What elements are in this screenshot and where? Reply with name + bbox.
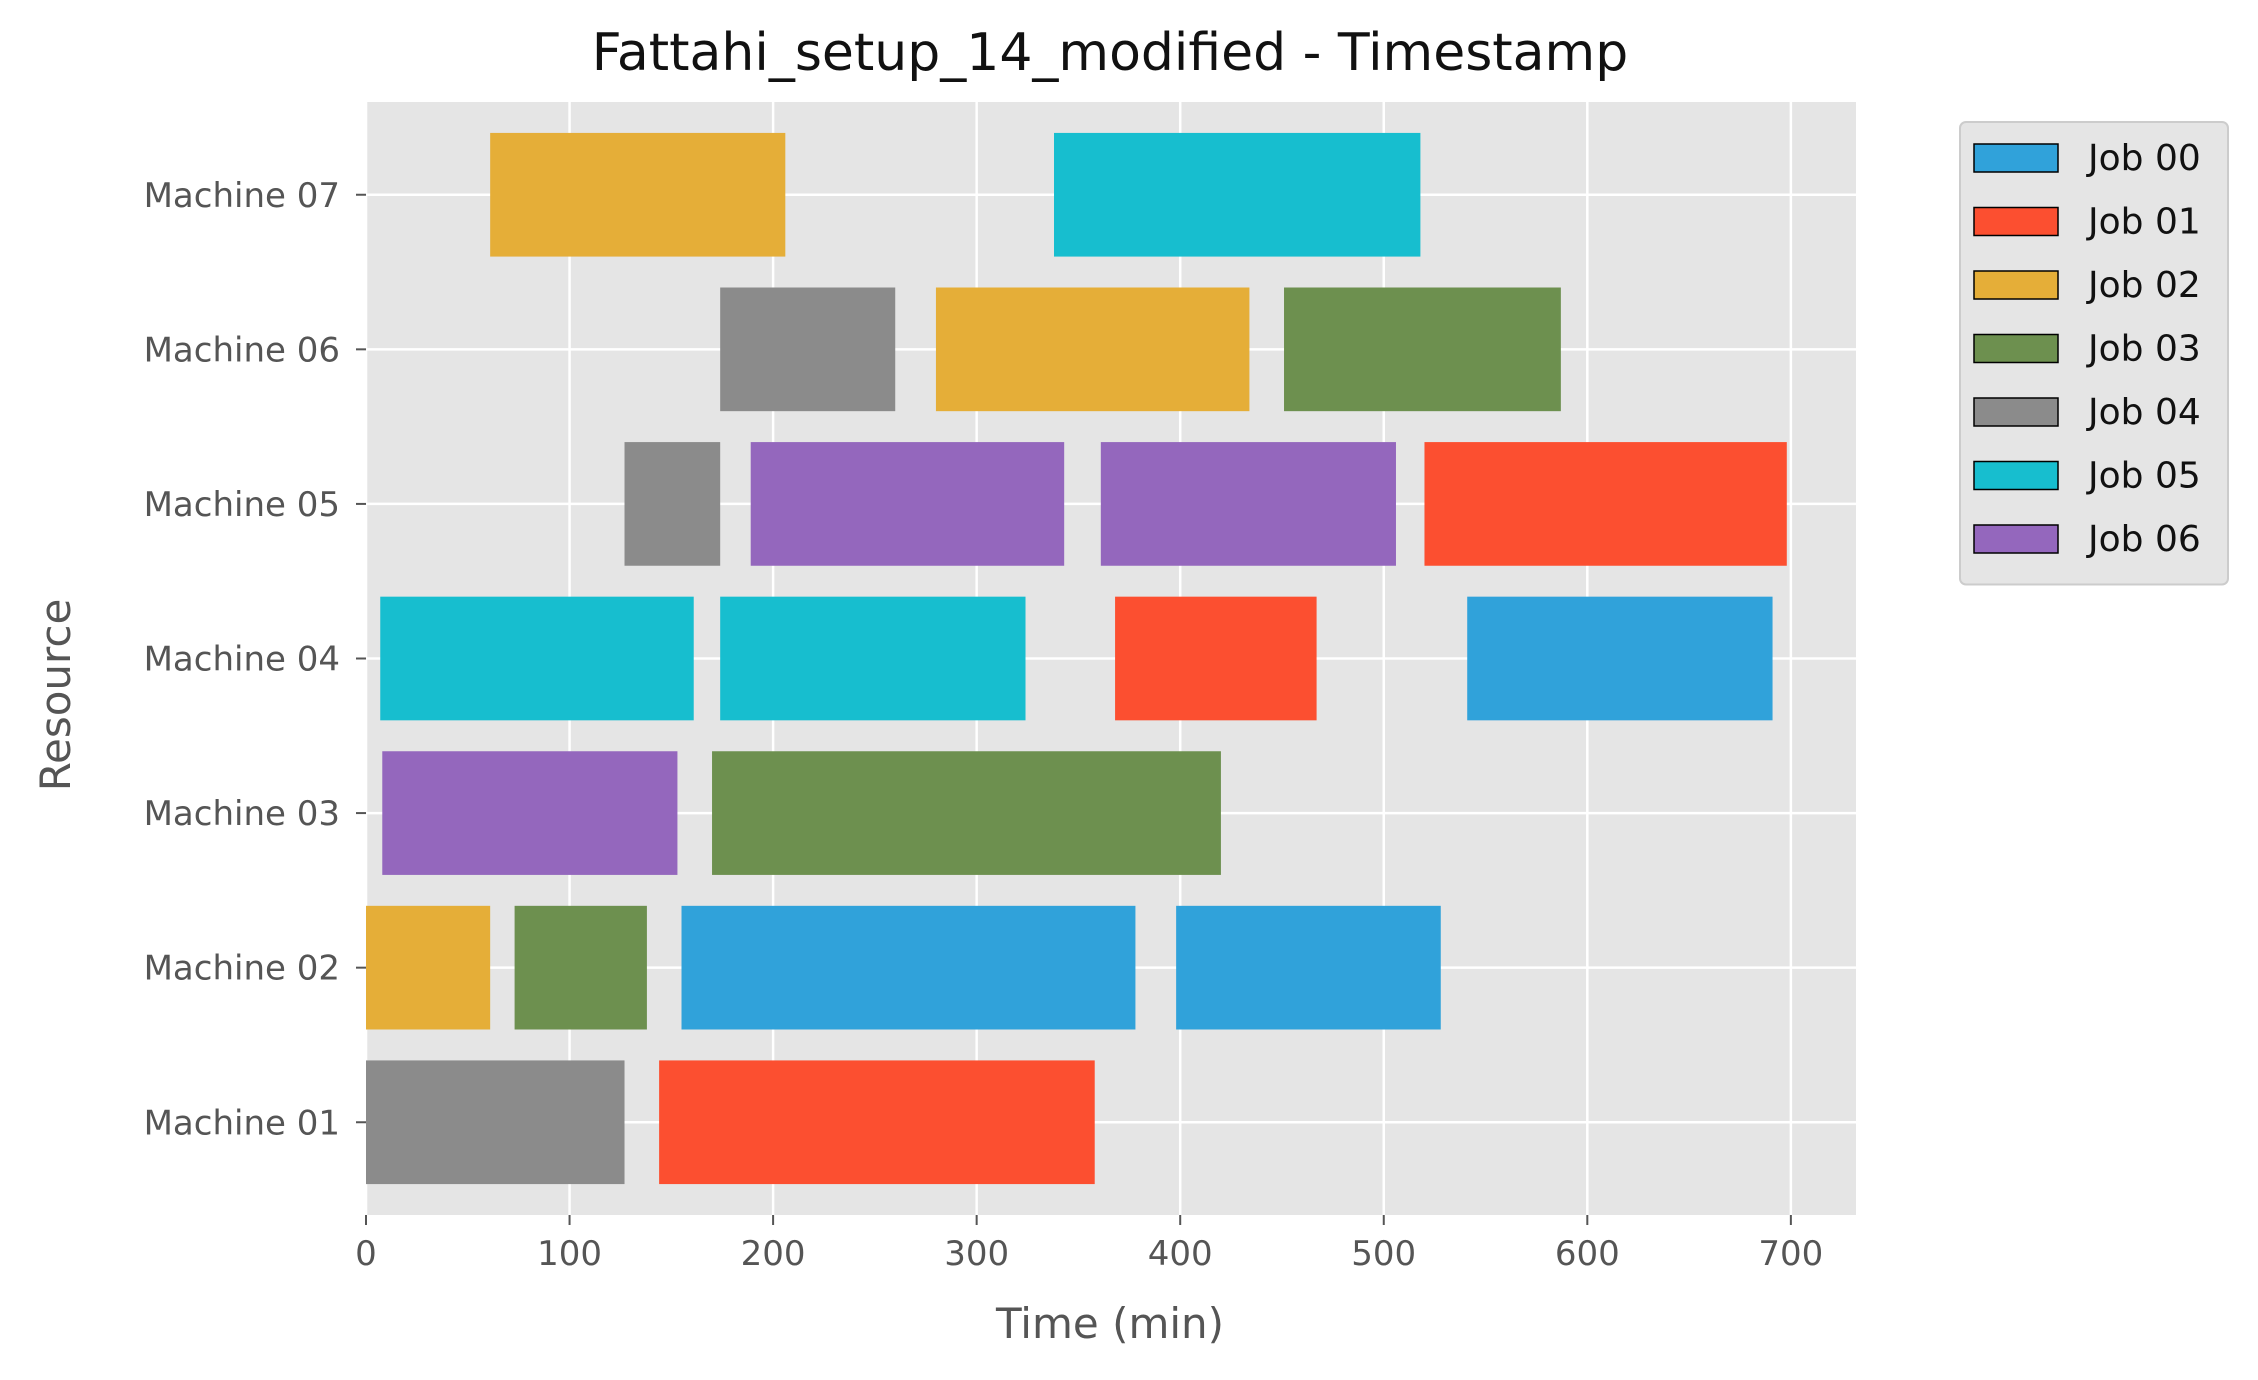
task-bar [750, 442, 1065, 566]
task-bar [1115, 596, 1317, 721]
x-tick-label: 100 [537, 1234, 602, 1274]
legend-label: Job 02 [2086, 265, 2201, 306]
task-bar [935, 287, 1250, 412]
task-bars [366, 132, 1787, 1185]
x-axis: 0 100 200 300 400 500 600 700 [355, 1215, 1823, 1274]
y-tick-label: Machine 07 [144, 176, 340, 216]
task-bar [1424, 442, 1787, 566]
task-bar [712, 751, 1221, 875]
x-axis-label: Time (min) [995, 1299, 1224, 1348]
legend-label: Job 00 [2086, 138, 2201, 179]
task-bar [1100, 442, 1396, 566]
legend-swatch [1973, 333, 2059, 364]
task-bar [490, 132, 786, 257]
x-tick-label: 600 [1555, 1234, 1620, 1274]
task-bar [1284, 287, 1561, 412]
legend-label: Job 03 [2086, 329, 2201, 370]
task-bar [1176, 905, 1441, 1030]
y-axis: Machine 01 Machine 02 Machine 03 Machine 04… [144, 176, 366, 1143]
task-bar [514, 905, 647, 1030]
x-tick-label: 300 [944, 1234, 1009, 1274]
task-bar [720, 287, 896, 412]
legend-swatch [1973, 397, 2059, 427]
task-bar [1467, 596, 1773, 721]
chart-title: Fattahi_setup_14_modified - Timestamp [592, 23, 1628, 83]
y-tick-label: Machine 06 [144, 330, 340, 370]
legend-label: Job 05 [2086, 456, 2201, 497]
x-tick-label: 200 [741, 1234, 806, 1274]
legend-items: Job 00 Job 01 Job 02 Job 03 Job 04 Job 05 Job … [1973, 138, 2201, 560]
y-tick-label: Machine 04 [144, 640, 340, 680]
x-tick-label: 0 [355, 1234, 377, 1274]
legend-swatch [1973, 270, 2059, 300]
task-bar [380, 596, 694, 721]
legend-swatch [1973, 143, 2059, 173]
task-bar [624, 442, 721, 566]
y-axis-label: Resource [31, 599, 80, 792]
task-bar [366, 1060, 625, 1185]
task-bar [1054, 132, 1421, 257]
legend-swatch [1973, 460, 2059, 491]
y-tick-label: Machine 01 [144, 1103, 340, 1143]
legend: Job 00 Job 01 Job 02 Job 03 Job 04 Job 05 Job … [1959, 121, 2229, 586]
legend-swatch [1973, 524, 2059, 554]
task-bar [681, 905, 1136, 1030]
x-tick-label: 500 [1351, 1234, 1416, 1274]
legend-swatch [1973, 206, 2059, 237]
y-tick-label: Machine 02 [144, 949, 340, 989]
x-tick-label: 700 [1758, 1234, 1823, 1274]
task-bar [720, 596, 1026, 721]
legend-label: Job 01 [2086, 202, 2201, 243]
y-tick-label: Machine 05 [144, 485, 340, 525]
y-tick-label: Machine 03 [144, 794, 340, 834]
task-bar [366, 905, 491, 1030]
legend-label: Job 04 [2086, 392, 2201, 433]
task-bar [659, 1060, 1095, 1185]
task-bar [382, 751, 678, 875]
legend-label: Job 06 [2086, 519, 2201, 560]
x-tick-label: 400 [1148, 1234, 1213, 1274]
